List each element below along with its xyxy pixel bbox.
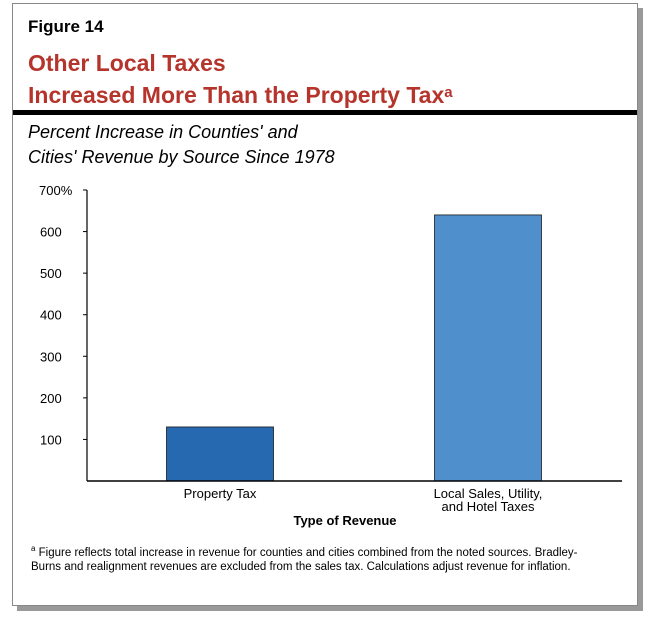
footnote: a Figure reflects total increase in reve… — [31, 542, 601, 574]
y-tick-label: 200 — [40, 391, 62, 406]
y-tick-label: 700% — [39, 183, 73, 198]
title-line-2: Increased More Than the Property Taxa — [28, 78, 453, 110]
y-tick-label: 300 — [40, 349, 62, 364]
chart-title: Other Local Taxes Increased More Than th… — [28, 49, 453, 110]
subtitle-line-1: Percent Increase in Counties' and — [28, 122, 298, 142]
chart-subtitle: Percent Increase in Counties' and Cities… — [28, 120, 335, 170]
x-axis-title: Type of Revenue — [293, 513, 396, 528]
bar-1 — [166, 426, 274, 482]
title-note-marker: a — [444, 84, 453, 101]
footnote-marker: a — [31, 544, 36, 553]
y-tick-label: 500 — [40, 266, 62, 281]
y-tick-label: 100 — [40, 432, 62, 447]
x-tick-label: and Hotel Taxes — [442, 499, 535, 514]
y-tick-label: 600 — [40, 225, 62, 240]
x-tick-label: Property Tax — [184, 486, 257, 501]
title-line-2-text: Increased More Than the Property Tax — [28, 82, 445, 108]
subtitle-line-2: Cities' Revenue by Source Since 1978 — [28, 147, 335, 167]
footnote-text: Figure reflects total increase in revenu… — [31, 546, 578, 573]
figure-label: Figure 14 — [28, 17, 104, 36]
title-line-1: Other Local Taxes — [28, 50, 226, 76]
title-rule — [13, 110, 637, 115]
bar-2 — [434, 214, 542, 482]
y-tick-label: 400 — [40, 308, 62, 323]
x-tick-label: Local Sales, Utility, — [434, 486, 543, 501]
